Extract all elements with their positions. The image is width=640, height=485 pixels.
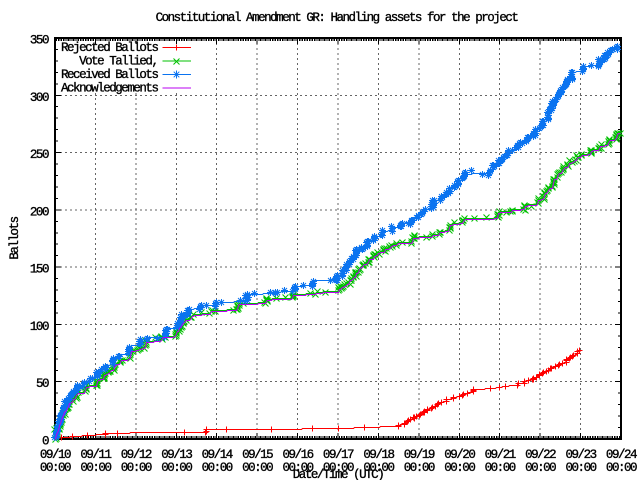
svg-text:00:00: 00:00 <box>242 461 273 475</box>
svg-text:09/15: 09/15 <box>242 448 273 462</box>
svg-text:0: 0 <box>42 435 49 449</box>
svg-text:Received Ballots: Received Ballots <box>61 68 158 82</box>
svg-text:Date/Time (UTC): Date/Time (UTC) <box>293 468 383 480</box>
svg-text:Vote Tallied,: Vote Tallied, <box>79 55 157 69</box>
svg-text:00:00: 00:00 <box>80 461 111 475</box>
svg-text:300: 300 <box>30 91 49 105</box>
svg-text:Rejected Ballots: Rejected Ballots <box>61 41 158 55</box>
svg-text:09/14: 09/14 <box>202 448 233 462</box>
svg-text:00:00: 00:00 <box>444 461 475 475</box>
svg-text:09/22: 09/22 <box>525 448 556 462</box>
svg-text:00:00: 00:00 <box>282 461 313 475</box>
svg-text:09/24: 09/24 <box>606 448 637 462</box>
svg-text:09/20: 09/20 <box>444 448 475 462</box>
svg-text:09/18: 09/18 <box>363 448 394 462</box>
svg-text:00:00: 00:00 <box>202 461 233 475</box>
svg-text:09/21: 09/21 <box>485 448 516 462</box>
svg-text:Ballots: Ballots <box>8 216 22 259</box>
svg-text:00:00: 00:00 <box>363 461 394 475</box>
svg-text:00:00: 00:00 <box>565 461 596 475</box>
svg-text:Acknowledgements: Acknowledgements <box>61 82 158 96</box>
svg-text:09/13: 09/13 <box>161 448 192 462</box>
svg-text:100: 100 <box>30 320 49 334</box>
svg-text:150: 150 <box>30 263 49 277</box>
svg-text:250: 250 <box>30 148 49 162</box>
svg-text:200: 200 <box>30 205 49 219</box>
svg-text:00:00: 00:00 <box>525 461 556 475</box>
svg-text:09/19: 09/19 <box>404 448 435 462</box>
svg-text:09/17: 09/17 <box>323 448 354 462</box>
svg-text:00:00: 00:00 <box>404 461 435 475</box>
svg-text:09/11: 09/11 <box>80 448 111 462</box>
svg-text:09/16: 09/16 <box>282 448 313 462</box>
svg-text:09/10: 09/10 <box>40 448 71 462</box>
svg-text:00:00: 00:00 <box>606 461 637 475</box>
svg-text:350: 350 <box>30 34 49 48</box>
svg-text:00:00: 00:00 <box>485 461 516 475</box>
svg-text:09/23: 09/23 <box>565 448 596 462</box>
svg-text:09/12: 09/12 <box>121 448 152 462</box>
svg-text:00:00: 00:00 <box>161 461 192 475</box>
svg-text:00:00: 00:00 <box>323 461 354 475</box>
svg-text:50: 50 <box>36 377 49 391</box>
svg-text:00:00: 00:00 <box>121 461 152 475</box>
svg-text:Constitutional Amendment GR: H: Constitutional Amendment GR: Handling as… <box>156 11 519 25</box>
svg-text:00:00: 00:00 <box>40 461 71 475</box>
